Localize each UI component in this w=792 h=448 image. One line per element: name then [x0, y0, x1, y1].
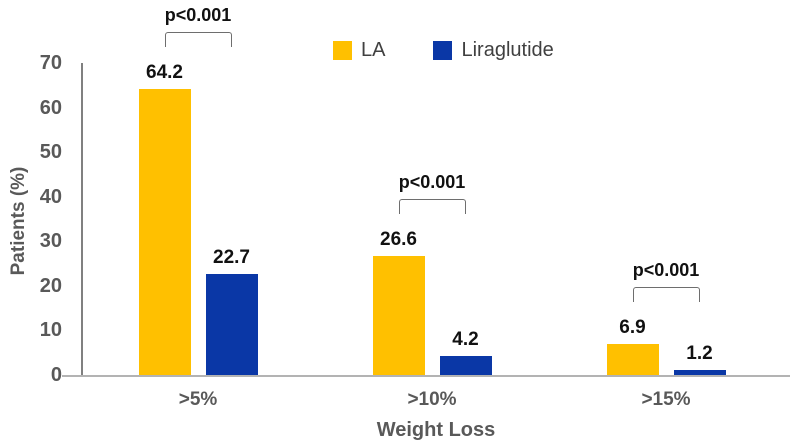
y-tick-label-30: 30 [39, 230, 62, 253]
value-label-la-1: 26.6 [380, 229, 417, 251]
y-tick-label-60: 60 [39, 96, 62, 119]
x-tick-label-1: >10% [407, 389, 457, 410]
y-tick-label-10: 10 [39, 319, 62, 342]
significance-bracket-1 [398, 199, 466, 215]
y-tick-label-20: 20 [39, 274, 62, 297]
bar-la-2 [606, 344, 659, 375]
x-axis-title: Weight Loss [376, 419, 496, 441]
y-tick-label-50: 50 [39, 141, 62, 164]
legend: LA Liraglutide [333, 39, 554, 62]
x-tick-label-2: >15% [641, 389, 691, 410]
y-tick-label-0: 0 [50, 364, 62, 386]
bar-liraglutide-2 [673, 369, 726, 375]
x-tick-label-0: >5% [178, 389, 218, 410]
bar-liraglutide-0 [205, 273, 258, 375]
y-axis-title: Patients (%) [8, 166, 29, 276]
p-value-label-0: p<0.001 [164, 4, 232, 25]
legend-label-la: LA [361, 39, 386, 61]
y-tick-label-40: 40 [39, 185, 62, 208]
y-tick-label-70: 70 [39, 52, 62, 74]
x-axis-line [62, 375, 790, 377]
significance-bracket-0 [164, 31, 232, 47]
p-value-label-1: p<0.001 [398, 172, 466, 193]
value-label-liraglutide-0: 22.7 [213, 246, 250, 268]
bar-liraglutide-1 [439, 356, 492, 375]
value-label-la-0: 64.2 [146, 61, 183, 83]
significance-bracket-2 [632, 287, 700, 303]
bar-la-0 [138, 88, 191, 375]
la-series-swatch-icon [333, 41, 352, 60]
bar-la-1 [372, 256, 425, 375]
y-axis-line [81, 63, 83, 375]
value-label-liraglutide-2: 1.2 [686, 342, 713, 364]
value-label-liraglutide-1: 4.2 [452, 329, 479, 351]
legend-item-liraglutide: Liraglutide [433, 39, 554, 62]
legend-item-la: LA [333, 39, 385, 62]
legend-label-liraglutide: Liraglutide [461, 39, 554, 61]
value-label-la-2: 6.9 [619, 317, 646, 339]
liraglutide-series-swatch-icon [433, 41, 453, 60]
p-value-label-2: p<0.001 [632, 260, 700, 281]
